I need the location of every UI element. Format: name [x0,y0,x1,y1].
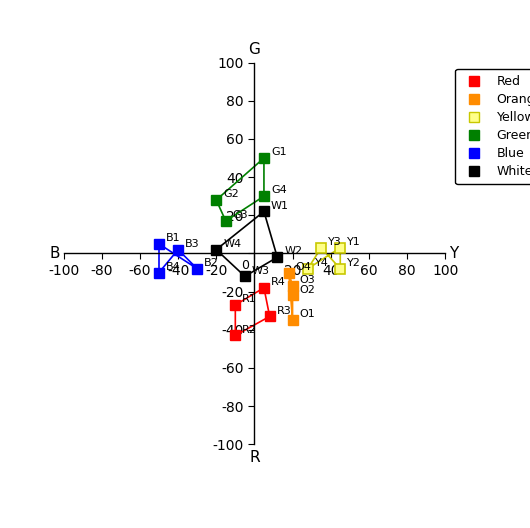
Text: B3: B3 [185,239,200,249]
Text: O4: O4 [296,262,312,272]
Text: R3: R3 [277,306,292,316]
Text: 0: 0 [241,259,249,272]
Text: Y4: Y4 [315,258,329,268]
Text: O3: O3 [299,275,315,285]
Text: B2: B2 [204,258,219,268]
Text: Y1: Y1 [347,237,361,247]
Text: G2: G2 [223,189,239,199]
Text: B4: B4 [166,262,181,272]
Text: O1: O1 [299,309,315,319]
Text: Y3: Y3 [328,237,342,247]
Text: R: R [249,450,260,465]
Text: Y: Y [449,246,458,261]
Text: B1: B1 [166,233,181,243]
Text: W2: W2 [284,247,303,257]
Text: G4: G4 [271,185,287,195]
Text: W4: W4 [223,239,241,249]
Text: G: G [249,42,260,57]
Text: Y2: Y2 [347,258,361,268]
Legend: Red, Orange, Yellow, Green, Blue, White: Red, Orange, Yellow, Green, Blue, White [455,69,530,184]
Text: B: B [49,246,60,261]
Text: R1: R1 [242,294,257,304]
Text: G3: G3 [233,210,249,220]
Text: W1: W1 [271,201,289,211]
Text: O2: O2 [299,285,315,295]
Text: W3: W3 [252,266,270,276]
Text: G1: G1 [271,147,287,157]
Text: R2: R2 [242,325,257,335]
Text: R4: R4 [271,277,286,287]
